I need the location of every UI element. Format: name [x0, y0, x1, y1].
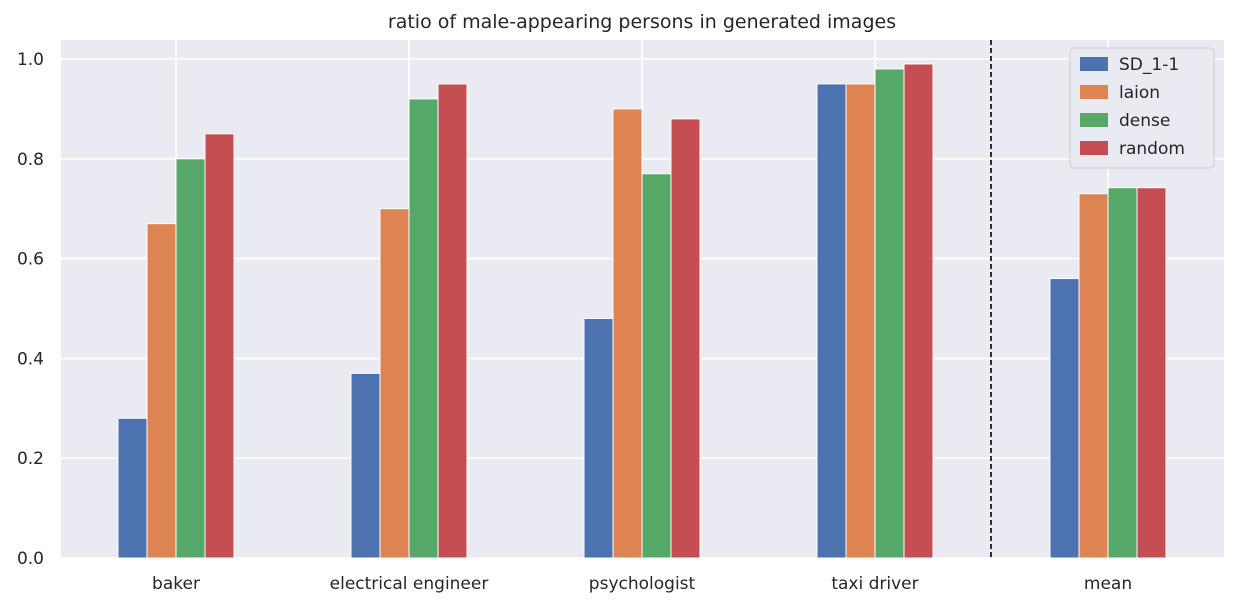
- x-tick-label: taxi driver: [831, 574, 918, 594]
- bar-SD_1-1-electrical-engineer: [350, 372, 381, 559]
- x-tick-label: mean: [1084, 574, 1132, 594]
- bar-random-mean: [1136, 187, 1167, 559]
- bar-SD_1-1-baker: [117, 417, 148, 559]
- bar-SD_1-1-taxi-driver: [816, 83, 847, 559]
- bar-random-taxi-driver: [903, 63, 934, 559]
- bar-random-electrical-engineer: [437, 83, 468, 559]
- bars: [117, 63, 1167, 559]
- bar-laion-psychologist: [612, 108, 643, 559]
- bar-dense-taxi-driver: [874, 68, 905, 559]
- bar-SD_1-1-psychologist: [583, 317, 614, 559]
- bar-laion-mean: [1078, 193, 1109, 559]
- bar-laion-taxi-driver: [845, 83, 876, 559]
- bar-dense-baker: [175, 158, 206, 559]
- bar-dense-psychologist: [641, 173, 672, 559]
- bar-dense-electrical-engineer: [408, 98, 439, 559]
- bar-laion-electrical-engineer: [379, 208, 410, 559]
- bar-SD_1-1-mean: [1049, 278, 1080, 559]
- x-tick-label: electrical engineer: [330, 574, 489, 594]
- y-tick-label: 0.8: [17, 150, 44, 170]
- legend-swatch-SD_1-1: [1080, 57, 1108, 71]
- legend-swatch-dense: [1080, 113, 1108, 127]
- y-axis: 0.0 0.2 0.4 0.6 0.8 1.0: [17, 50, 44, 569]
- x-tick-label: baker: [152, 574, 200, 594]
- y-tick-label: 0.0: [17, 549, 44, 569]
- legend-label-random: random: [1119, 139, 1185, 159]
- y-tick-label: 0.4: [17, 349, 44, 369]
- y-tick-label: 0.6: [17, 250, 44, 270]
- legend-label-laion: laion: [1119, 83, 1160, 103]
- legend-swatch-laion: [1080, 85, 1108, 99]
- legend-box: [1069, 47, 1215, 169]
- legend-swatch-random: [1080, 141, 1108, 155]
- y-tick-label: 0.2: [17, 449, 44, 469]
- legend-label-SD_1-1: SD_1-1: [1119, 55, 1179, 75]
- x-tick-label: psychologist: [589, 574, 696, 594]
- bar-dense-mean: [1107, 187, 1138, 559]
- y-tick-label: 1.0: [17, 50, 44, 70]
- bar-random-psychologist: [670, 118, 701, 559]
- x-axis: baker electrical engineer psychologist taxi…: [152, 574, 1132, 594]
- chart-title: ratio of male-appearing persons in gener…: [388, 11, 896, 33]
- bar-random-baker: [204, 133, 235, 559]
- legend-label-dense: dense: [1119, 111, 1170, 131]
- bar-laion-baker: [146, 223, 177, 559]
